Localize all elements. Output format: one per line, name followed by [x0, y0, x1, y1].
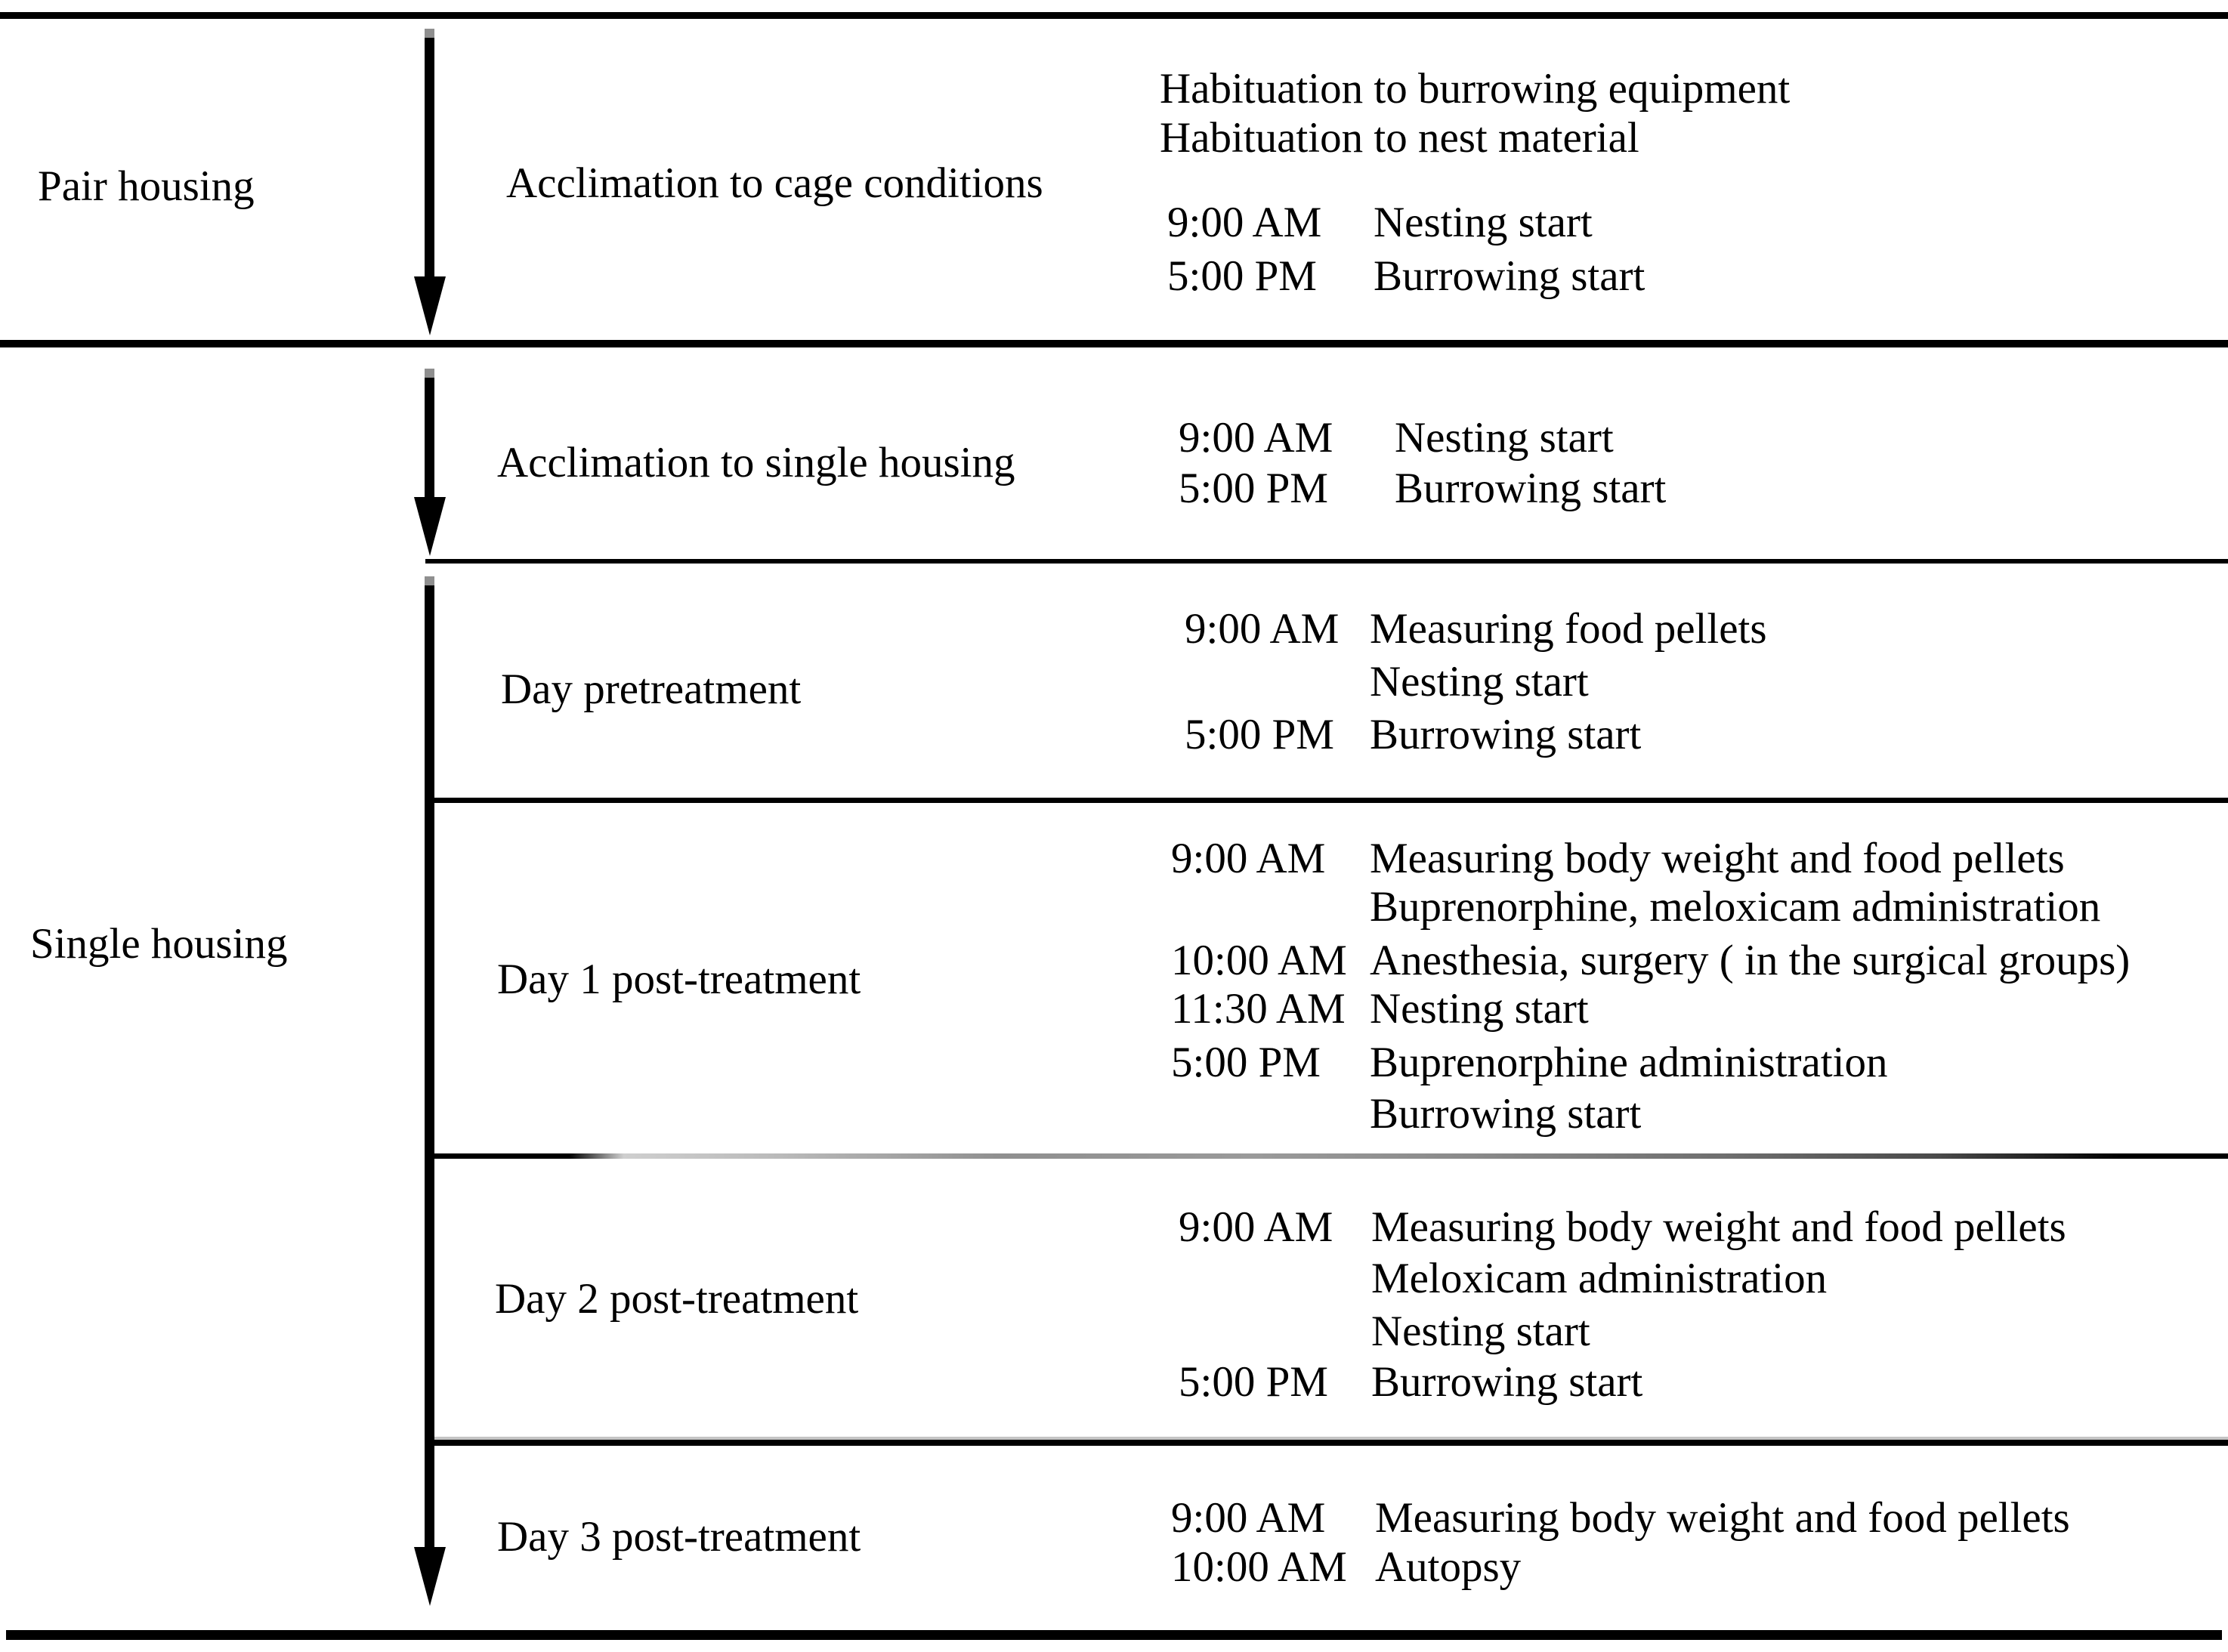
- activity-label: Nesting start: [1374, 199, 1593, 246]
- time-label: 5:00 PM: [1179, 1358, 1328, 1406]
- housing-label-single: Single housing: [30, 920, 288, 968]
- time-label: 9:00 AM: [1179, 1203, 1333, 1251]
- housing-label-pair: Pair housing: [38, 162, 255, 210]
- separator-day1-day2: [425, 1153, 2228, 1159]
- activity-label: Measuring body weight and food pellets: [1375, 1494, 2070, 1542]
- activity-label: Burrowing start: [1370, 711, 1642, 758]
- timeline-arrow-shaft: [425, 585, 434, 1547]
- separator-day2-day3: [425, 1440, 2228, 1446]
- arrow-cap: [425, 29, 434, 38]
- timeline-arrow-shaft: [425, 378, 434, 497]
- arrow-head-icon: [414, 276, 446, 335]
- arrow-head-icon: [414, 1547, 446, 1606]
- activity-label: Buprenorphine, meloxicam administration: [1370, 883, 2101, 931]
- activity-label: Measuring body weight and food pellets: [1371, 1203, 2066, 1251]
- arrow-head-icon: [414, 497, 446, 556]
- activity-label: Nesting start: [1370, 658, 1589, 706]
- time-label: 10:00 AM: [1171, 1543, 1347, 1591]
- time-label: 10:00 AM: [1171, 937, 1347, 984]
- timeline-arrow-shaft: [425, 38, 434, 276]
- activity-label: Measuring body weight and food pellets: [1370, 835, 2065, 882]
- phase-label: Day 1 post-treatment: [497, 956, 861, 1003]
- arrow-cap: [425, 576, 434, 585]
- activity-label: Buprenorphine administration: [1370, 1039, 1888, 1086]
- activity-label: Nesting start: [1395, 414, 1614, 462]
- time-label: 9:00 AM: [1179, 414, 1333, 462]
- time-label: 9:00 AM: [1167, 199, 1322, 246]
- time-label: 9:00 AM: [1171, 1494, 1326, 1542]
- activity-label: Meloxicam administration: [1371, 1255, 1828, 1302]
- time-label: 9:00 AM: [1171, 835, 1326, 882]
- time-label: 5:00 PM: [1179, 465, 1328, 512]
- phase-label: Acclimation to cage conditions: [506, 159, 1043, 207]
- activity-label: Burrowing start: [1370, 1090, 1642, 1138]
- time-label: 9:00 AM: [1185, 605, 1340, 653]
- phase-label: Day 3 post-treatment: [497, 1513, 861, 1561]
- phase-label: Day pretreatment: [501, 665, 802, 713]
- phase-label: Acclimation to single housing: [497, 439, 1015, 486]
- separator-pretreatment-day1: [425, 798, 2228, 803]
- time-label: 5:00 PM: [1171, 1039, 1321, 1086]
- activity-label: Anesthesia, surgery ( in the surgical gr…: [1370, 937, 2131, 984]
- activity-label: Autopsy: [1375, 1543, 1522, 1591]
- activity-label: Burrowing start: [1374, 252, 1646, 300]
- activity-label: Nesting start: [1371, 1308, 1590, 1355]
- time-label: 11:30 AM: [1171, 985, 1346, 1033]
- activity-label: Nesting start: [1370, 985, 1589, 1033]
- arrow-cap: [425, 369, 434, 378]
- note-label: Habituation to nest material: [1160, 114, 1639, 162]
- phase-label: Day 2 post-treatment: [495, 1275, 859, 1323]
- time-label: 5:00 PM: [1167, 252, 1317, 300]
- activity-label: Burrowing start: [1371, 1358, 1643, 1406]
- activity-label: Burrowing start: [1395, 465, 1667, 512]
- figure-border-bottom: [6, 1630, 2222, 1640]
- note-label: Habituation to burrowing equipment: [1160, 65, 1791, 113]
- separator-pair-single: [0, 340, 2228, 347]
- separator-acclimation-pretreatment: [425, 559, 2228, 564]
- activity-label: Measuring food pellets: [1370, 605, 1767, 653]
- time-label: 5:00 PM: [1185, 711, 1334, 758]
- figure-border-top: [0, 12, 2228, 19]
